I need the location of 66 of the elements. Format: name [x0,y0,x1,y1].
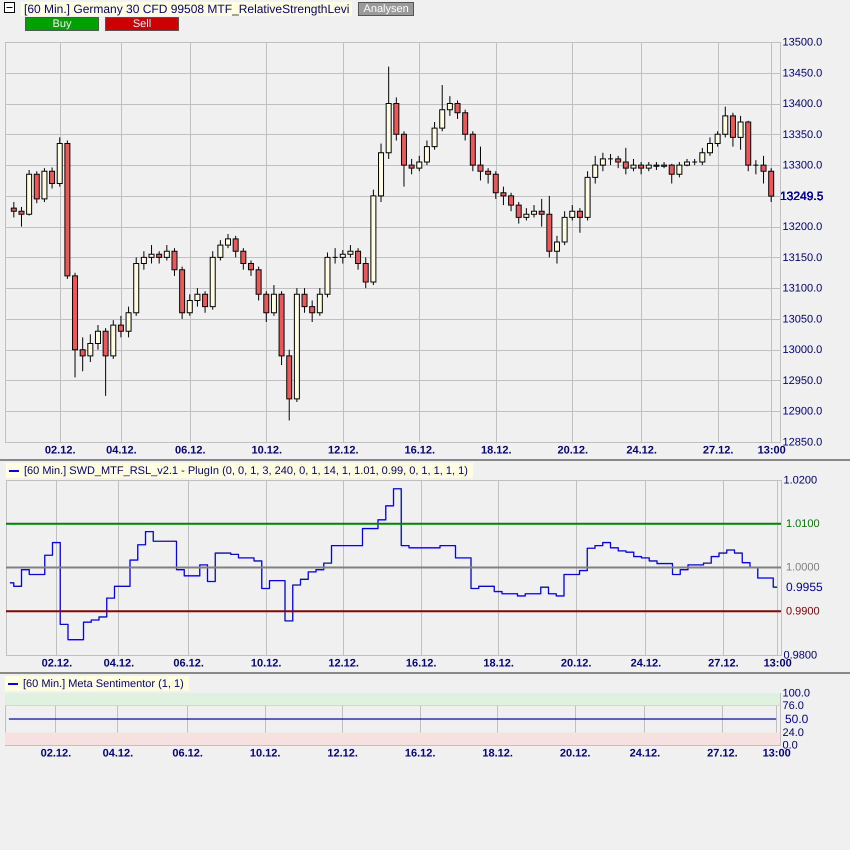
x-tick-label: 24.12. [630,658,662,670]
y-tick-label: 100.0 [782,688,810,700]
y-tick-label: 76.0 [782,700,804,712]
x-tick-label: 20.12. [557,444,588,456]
x-tick-label: 18.12. [482,748,513,760]
x-tick-label: 10.12. [250,658,282,670]
y-tick-label: 13500.0 [782,36,822,48]
candlestick [608,154,614,166]
x-tick-label: 12.12. [328,658,359,670]
y-tick-label: 13150.0 [782,252,822,264]
text: Analysen [358,2,414,16]
chart-title: [60 Min.] Germany 30 CFD 99508 MTF_RelativeStrengthLevi [21,2,352,16]
x-tick-label: 02.12. [42,658,72,670]
x-tick-label: 16.12. [404,444,436,456]
ref-line-label: 1.0000 [786,562,820,574]
x-tick-label: 10.12. [251,444,282,456]
text: 0.9955 [786,580,824,594]
y-tick-label: 13050.0 [782,313,822,326]
x-tick-label: 04.12. [102,748,134,760]
x-tick-label: 24.12. [630,748,660,760]
y-tick-label: 13450.0 [782,67,822,80]
annotation: 13249.5 [780,189,824,204]
x-tick-label: 20.12. [560,748,590,760]
x-tick-label: 06.12. [173,658,204,670]
x-tick-label: 02.12. [40,748,72,760]
x-tick-label: 13:00 [758,444,786,456]
legend-label: [60 Min.] SWD_MTF_RSL_v2.1 - PlugIn (0, 0, 1, 3, 240, 0, 1, 14, 1, 1.01, 0.99, 0, 1, 1, 1, 1) [24,465,468,477]
text: Sell [105,17,179,31]
text: 50.0 [785,712,809,726]
x-tick-label: 04.12. [106,444,137,456]
text: Buy [25,17,99,31]
y-tick-label: 13350.0 [782,128,822,141]
x-tick-label: 04.12. [104,658,134,670]
x-tick-label: 13:00 [764,658,792,670]
x-tick-label: 06.12. [174,444,206,456]
y-tick-label: 13000.0 [782,344,822,356]
x-tick-label: 18.12. [483,658,514,670]
y-tick-label: 1.0200 [784,474,818,486]
candlestick [752,160,759,175]
y-tick-label: 24.0 [782,727,804,740]
candlestick [600,152,606,172]
x-tick-label: 10.12. [250,748,280,760]
x-tick-label: 02.12. [44,444,76,456]
ref-line-label: 0.9900 [786,605,820,618]
x-tick-label: 16.12. [406,658,436,670]
y-tick-label: 12950.0 [782,374,822,387]
x-tick-label: 24.12. [626,444,657,456]
candlestick [332,248,338,264]
y-tick-label: 12900.0 [782,406,822,418]
y-tick-label: 13300.0 [782,160,822,172]
y-tick-label: 13100.0 [782,282,822,295]
x-tick-label: 27.12. [702,444,734,456]
x-tick-label: 16.12. [404,748,436,760]
ref-line-label: 1.0100 [786,518,820,530]
x-tick-label: 18.12. [480,444,512,456]
y-tick-label: 13200.0 [782,221,822,234]
candlestick [615,155,622,169]
y-tick-label: 13400.0 [782,98,822,110]
x-tick-label: 27.12. [707,748,738,760]
legend-label: [60 Min.] Meta Sentimentor (1, 1) [23,678,184,690]
x-tick-label: 12.12. [328,444,359,456]
x-tick-label: 12.12. [327,748,358,760]
x-tick-label: 06.12. [172,748,203,760]
x-tick-label: 20.12. [560,658,592,670]
x-tick-label: 27.12. [708,658,739,670]
x-tick-label: 13:00 [762,748,791,760]
